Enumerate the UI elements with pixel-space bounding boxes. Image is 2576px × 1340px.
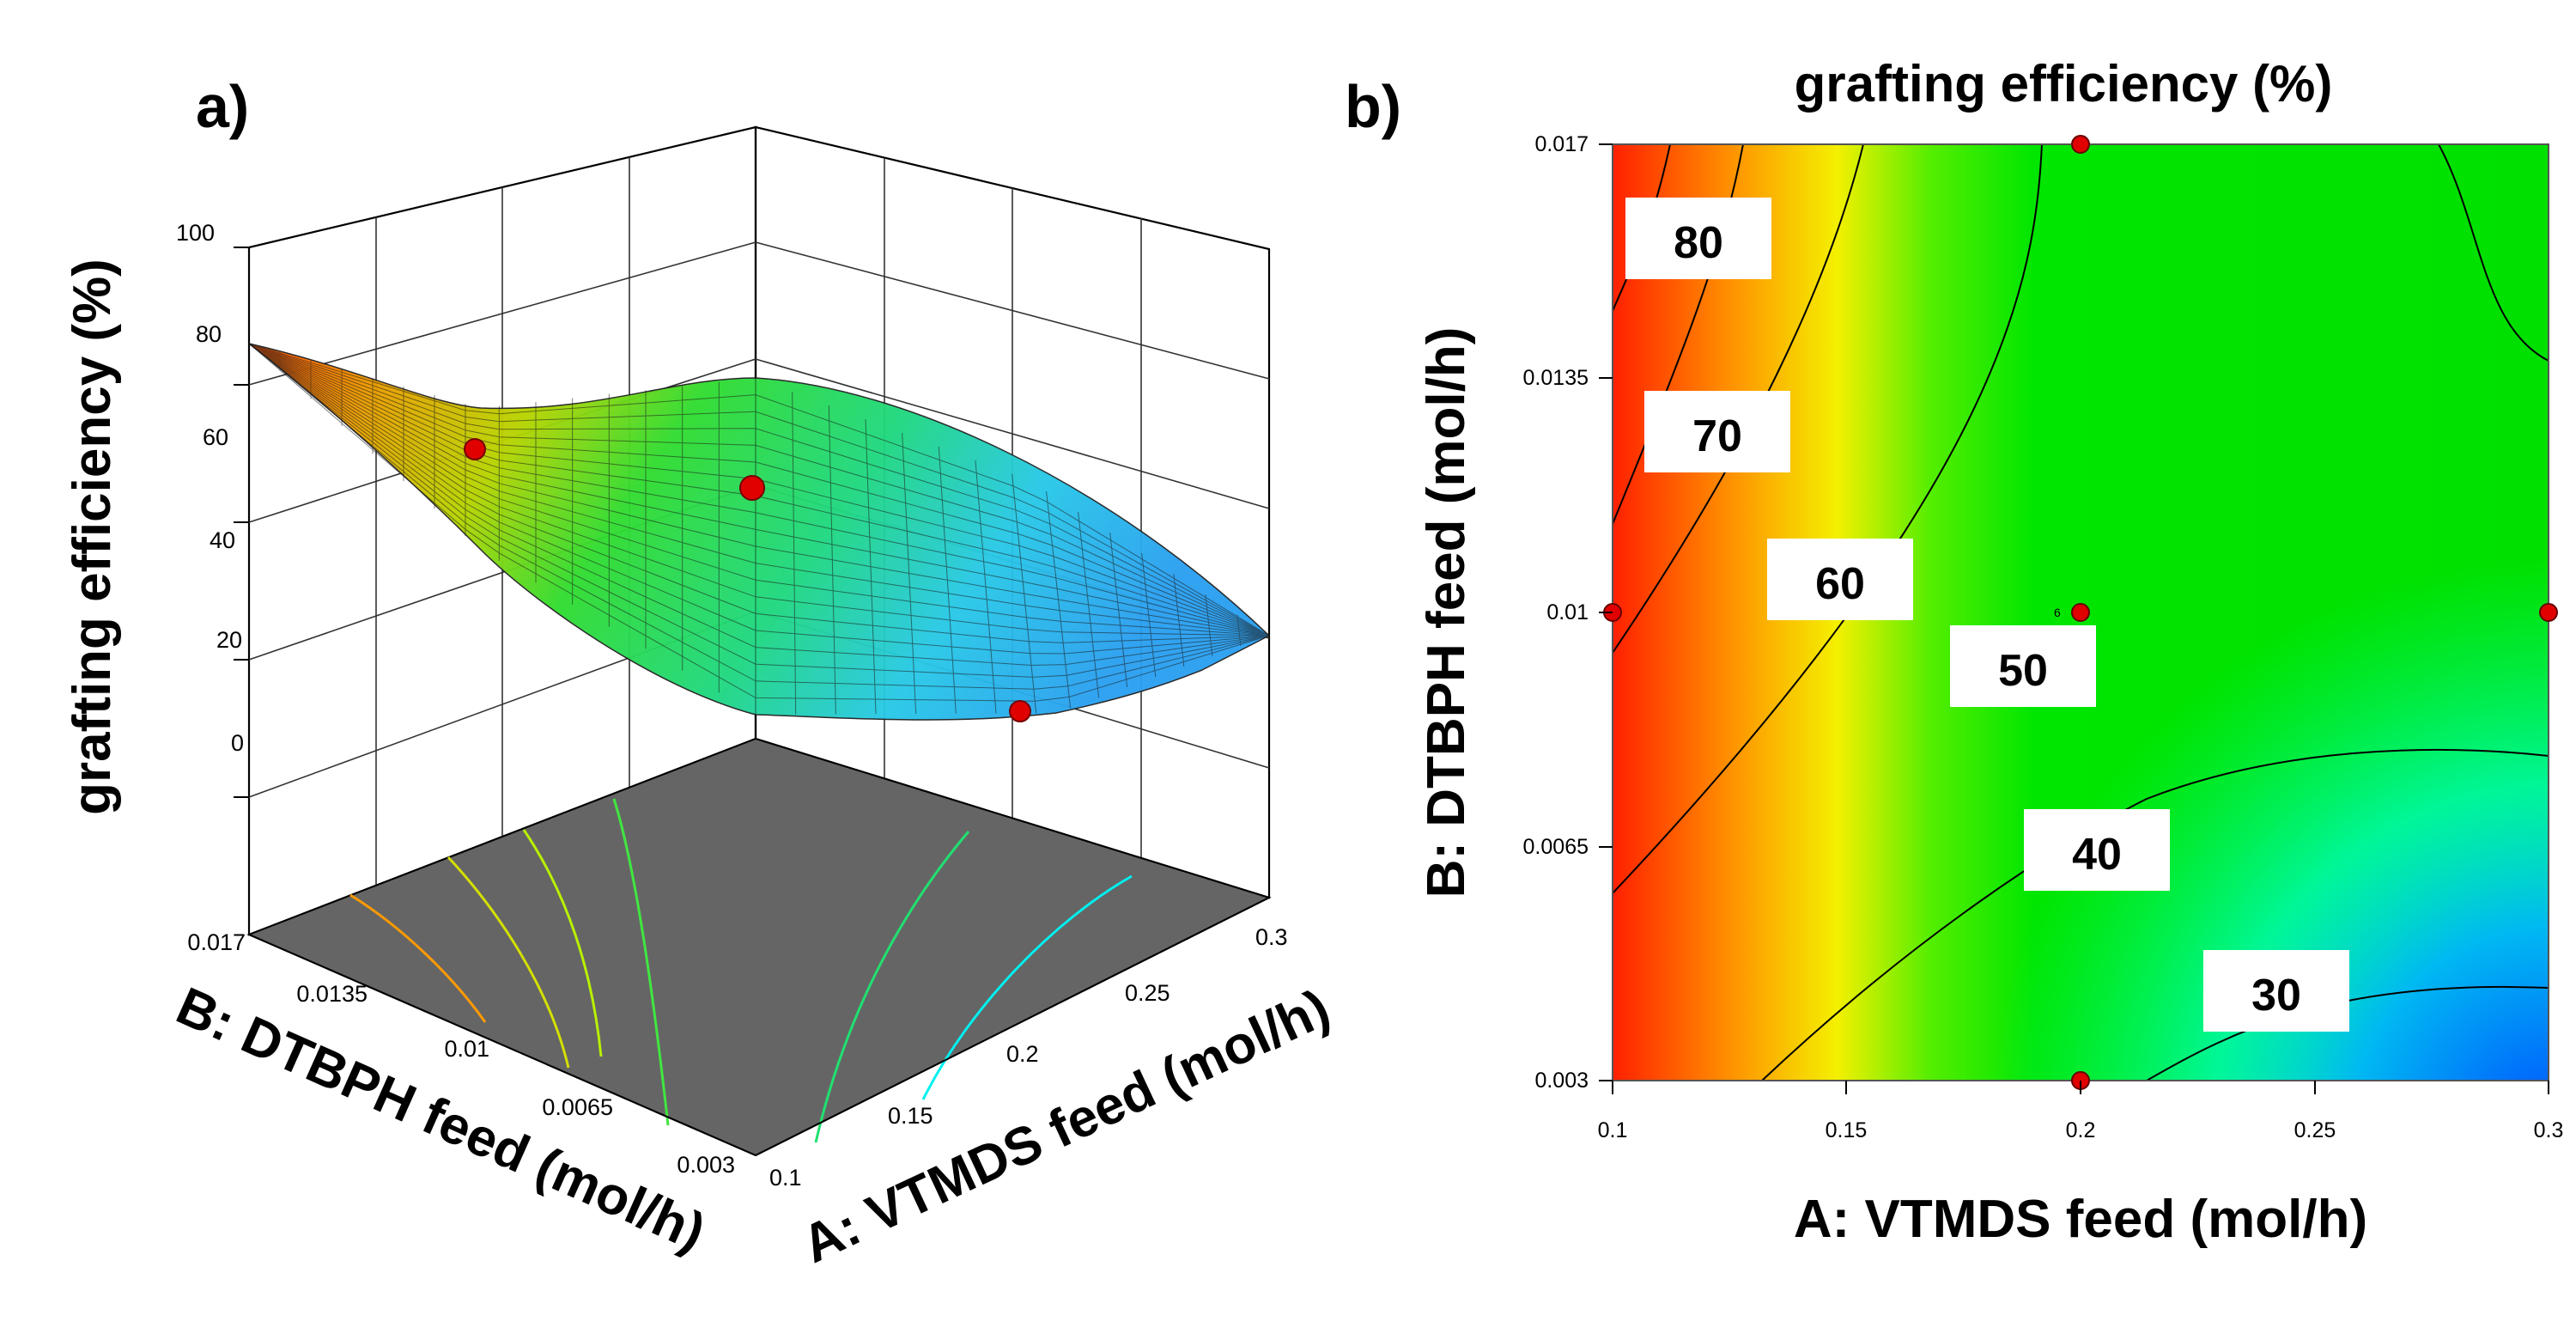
z-tick-label: 100	[176, 220, 215, 246]
contour-label-50: 50	[1998, 646, 2048, 696]
y-tick-label: 0.0135	[1523, 366, 1589, 390]
contour-labels: 80 70 60 50 40 30	[1674, 218, 2301, 1020]
contour-title: grafting efficiency (%)	[1795, 55, 2333, 113]
b-tick-label: 0.003	[677, 1152, 735, 1178]
y-tick-label: 0.01	[1546, 600, 1589, 624]
y-tick-label: 0.003	[1534, 1069, 1589, 1093]
contour-label-70: 70	[1692, 411, 1742, 461]
contour-x-axis: 0.1 0.15 0.2 0.25 0.3 A: VTMDS feed (mol…	[1598, 1081, 2564, 1249]
panel-b-label: b)	[1345, 73, 1401, 140]
z-tick-label: 80	[196, 321, 222, 347]
a-tick-label: 0.25	[1125, 980, 1170, 1006]
design-point	[464, 438, 486, 460]
b-tick-label: 0.01	[444, 1036, 489, 1062]
a-tick-label: 0.2	[1006, 1041, 1039, 1067]
b-tick-label: 0.0135	[296, 981, 368, 1007]
z-tick-label: 0	[231, 730, 244, 756]
x-tick-label: 0.2	[2066, 1118, 2096, 1142]
y-tick-label: 0.0065	[1523, 835, 1589, 859]
x-tick-label: 0.3	[2534, 1118, 2564, 1142]
z-axis: 100 80 60 40 20 0 grafting efficiency (%…	[63, 220, 249, 815]
contour-fill	[1613, 144, 2549, 1081]
floor-contour-projection	[246, 737, 1272, 1157]
contour-label-40: 40	[2072, 830, 2122, 880]
b-tick-label: 0.017	[187, 929, 246, 955]
contour-x-axis-title: A: VTMDS feed (mol/h)	[1794, 1190, 2367, 1249]
contour-label-30: 30	[2251, 971, 2301, 1020]
z-tick-label: 60	[203, 424, 228, 450]
x-tick-label: 0.1	[1598, 1118, 1628, 1142]
design-point	[2539, 603, 2558, 622]
a-tick-label: 0.1	[769, 1165, 802, 1191]
y-tick-label: 0.017	[1534, 132, 1589, 156]
contour-label-60: 60	[1815, 559, 1865, 609]
replicate-count: 6	[2054, 606, 2061, 619]
z-axis-title: grafting efficiency (%)	[63, 259, 122, 815]
panel-a-surface-plot: a)	[63, 73, 1339, 1275]
a-tick-label: 0.15	[888, 1103, 933, 1129]
contour-label-boxes	[1625, 198, 2349, 1032]
response-surface	[248, 343, 1271, 721]
contour-y-axis-title: B: DTBPH feed (mol/h)	[1417, 327, 1476, 898]
a-tick-label: 0.3	[1255, 924, 1288, 950]
contour-label-80: 80	[1674, 218, 1723, 268]
panel-a-label: a)	[196, 73, 249, 140]
contour-y-axis: 0.003 0.0065 0.01 0.0135 0.017 B: DTBPH …	[1417, 132, 1613, 1093]
z-tick-label: 20	[216, 627, 242, 653]
design-point	[2071, 603, 2090, 622]
design-point	[739, 475, 765, 501]
design-point	[2071, 135, 2090, 154]
design-points-3d	[464, 438, 1031, 722]
b-tick-label: 0.0065	[542, 1094, 613, 1120]
x-tick-label: 0.15	[1826, 1118, 1868, 1142]
design-point	[1009, 700, 1031, 722]
x-tick-label: 0.25	[2294, 1118, 2336, 1142]
z-tick-label: 40	[210, 527, 235, 553]
panel-b-contour-plot: b) grafting efficiency (%)	[1345, 55, 2563, 1249]
